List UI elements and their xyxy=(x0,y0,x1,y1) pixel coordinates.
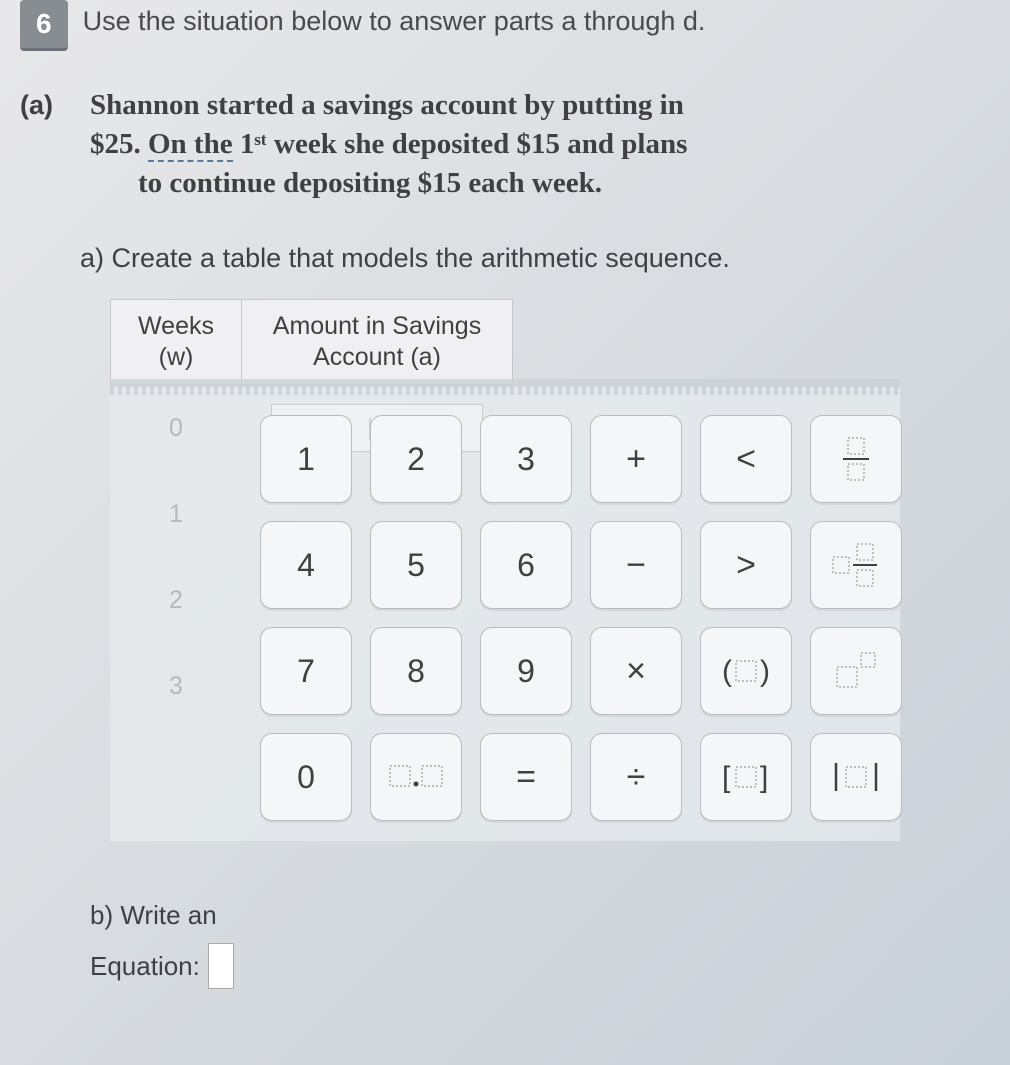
question-number-badge: 6 xyxy=(20,0,68,51)
scenario-line2b: 1ˢᵗ week she deposited $15 and plans xyxy=(233,128,688,160)
col2-header-text: Amount in Savings xyxy=(273,312,481,340)
key-0[interactable]: 0 xyxy=(260,733,352,821)
power-icon xyxy=(831,649,881,693)
col2-sub-text: Account (a) xyxy=(262,343,492,372)
part-a-block: (a) Shannon started a savings account by… xyxy=(20,86,990,203)
key-mixed-fraction[interactable] xyxy=(810,521,902,609)
col-weeks-header: Weeks (w) xyxy=(111,300,242,385)
svg-text:[: [ xyxy=(722,761,731,794)
key-fraction[interactable] xyxy=(810,415,902,503)
key-1[interactable]: 1 xyxy=(260,415,352,503)
key-times[interactable]: × xyxy=(590,627,682,715)
table-container: Weeks (w) Amount in Savings Account (a) … xyxy=(110,299,990,729)
equation-input[interactable] xyxy=(208,943,234,989)
key-plus[interactable]: + xyxy=(590,415,682,503)
question-prompt: Use the situation below to answer parts … xyxy=(83,0,706,37)
part-b-block: b) Write an Equation: xyxy=(90,900,234,989)
scenario-line2a: $25. xyxy=(90,128,148,160)
key-8[interactable]: 8 xyxy=(370,627,462,715)
key-decimal[interactable] xyxy=(370,733,462,821)
key-parentheses[interactable]: ( ) xyxy=(700,627,792,715)
scenario-dotted: On the xyxy=(148,128,233,162)
decimal-icon xyxy=(388,762,444,792)
key-equals[interactable]: = xyxy=(480,733,572,821)
svg-text:(: ( xyxy=(722,655,732,688)
bracket-icon: [ ] xyxy=(716,757,776,797)
fraction-icon xyxy=(839,435,873,483)
key-6[interactable]: 6 xyxy=(480,521,572,609)
part-b-line2: Equation: xyxy=(90,951,200,982)
svg-text:]: ] xyxy=(760,761,768,794)
part-a-label: (a) xyxy=(20,86,60,121)
key-4[interactable]: 4 xyxy=(260,521,352,609)
key-gt[interactable]: > xyxy=(700,521,792,609)
scenario-line1: Shannon started a savings account by put… xyxy=(90,89,684,121)
keypad-panel: 1 2 3 + < 4 5 6 − > xyxy=(110,379,900,841)
mixed-fraction-icon xyxy=(831,541,881,589)
scenario-text: Shannon started a savings account by put… xyxy=(90,86,687,203)
scenario-line3: to continue depositing $15 each week. xyxy=(90,167,602,199)
abs-icon xyxy=(826,757,886,797)
sub-question-a: a) Create a table that models the arithm… xyxy=(80,243,990,274)
key-7[interactable]: 7 xyxy=(260,627,352,715)
keypad-grid: 1 2 3 + < 4 5 6 − > xyxy=(260,415,880,821)
key-abs[interactable] xyxy=(810,733,902,821)
col1-sub-text: (w) xyxy=(131,343,221,372)
part-b-line1: b) Write an xyxy=(90,900,234,931)
key-5[interactable]: 5 xyxy=(370,521,462,609)
key-divide[interactable]: ÷ xyxy=(590,733,682,821)
svg-text:): ) xyxy=(760,655,770,688)
question-header: 6 Use the situation below to answer part… xyxy=(20,0,990,51)
key-brackets[interactable]: [ ] xyxy=(700,733,792,821)
key-3[interactable]: 3 xyxy=(480,415,572,503)
key-minus[interactable]: − xyxy=(590,521,682,609)
col-amount-header: Amount in Savings Account (a) xyxy=(242,300,513,385)
key-2[interactable]: 2 xyxy=(370,415,462,503)
key-lt[interactable]: < xyxy=(700,415,792,503)
col1-header-text: Weeks xyxy=(138,312,214,340)
key-9[interactable]: 9 xyxy=(480,627,572,715)
key-power[interactable] xyxy=(810,627,902,715)
paren-icon: ( ) xyxy=(716,651,776,691)
